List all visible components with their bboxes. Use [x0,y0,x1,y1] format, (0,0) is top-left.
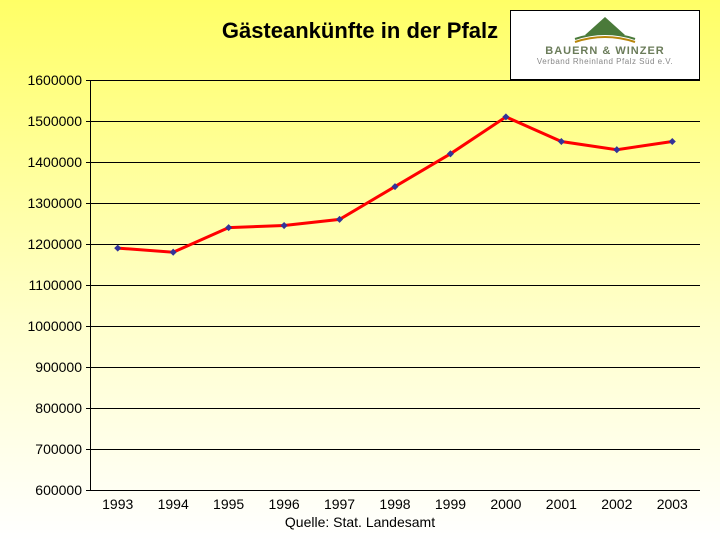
x-axis-label: 2001 [546,496,577,512]
data-marker [613,146,620,153]
plot-area [90,80,700,490]
y-tick [86,490,90,491]
x-axis-label: 2002 [601,496,632,512]
logo-box: BAUERN & WINZER Verband Rheinland Pfalz … [510,10,700,80]
y-axis-label: 1600000 [20,72,82,88]
y-axis-label: 1200000 [20,236,82,252]
y-axis-label: 1500000 [20,113,82,129]
x-axis-label: 1999 [435,496,466,512]
mountain-icon [570,15,640,43]
x-axis-label: 1998 [379,496,410,512]
y-axis-label: 700000 [20,441,82,457]
y-axis-label: 1100000 [20,277,82,293]
x-axis-label: 1994 [158,496,189,512]
y-axis-label: 1000000 [20,318,82,334]
gridline [90,490,700,491]
x-axis-label: 1995 [213,496,244,512]
data-marker [669,138,676,145]
y-axis-label: 900000 [20,359,82,375]
data-marker [281,222,288,229]
y-axis-label: 1400000 [20,154,82,170]
y-axis-label: 1300000 [20,195,82,211]
x-axis-label: 2000 [490,496,521,512]
y-axis-label: 800000 [20,400,82,416]
x-axis-label: 1996 [269,496,300,512]
data-marker [114,245,121,252]
logo-text-main: BAUERN & WINZER [517,45,693,57]
x-axis-label: 1997 [324,496,355,512]
logo-text-sub: Verband Rheinland Pfalz Süd e.V. [517,57,693,66]
y-axis-label: 600000 [20,482,82,498]
x-axis-label: 1993 [102,496,133,512]
x-axis-label: 2003 [657,496,688,512]
slide: Gästeankünfte in der Pfalz BAUERN & WINZ… [0,0,720,540]
source-text: Quelle: Stat. Landesamt [0,514,720,530]
line-chart: 6000007000008000009000001000000110000012… [20,80,700,490]
